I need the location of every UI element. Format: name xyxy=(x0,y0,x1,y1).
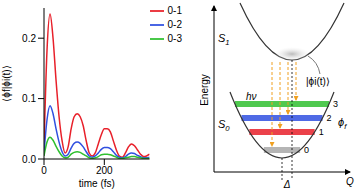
svg-text:⟨ϕf|ϕi(t)⟩: ⟨ϕf|ϕi(t)⟩ xyxy=(8,65,12,101)
svg-text:hν: hν xyxy=(246,91,257,102)
svg-text:time (fs): time (fs) xyxy=(79,178,115,189)
svg-text:0.0: 0.0 xyxy=(22,154,36,165)
svg-text:S0: S0 xyxy=(218,118,230,133)
svg-text:0: 0 xyxy=(304,145,309,155)
svg-text:1: 1 xyxy=(319,127,324,137)
html-text:0-1: 0-1 xyxy=(167,4,182,16)
html-text:0-3: 0-3 xyxy=(167,32,182,44)
svg-text:200: 200 xyxy=(96,165,113,176)
svg-text:|ϕi(t)⟩: |ϕi(t)⟩ xyxy=(306,76,330,87)
svg-text:3: 3 xyxy=(333,99,338,109)
svg-text:0.1: 0.1 xyxy=(22,93,36,104)
svg-text:0: 0 xyxy=(41,165,47,176)
svg-text:S1: S1 xyxy=(218,32,230,47)
svg-text:ϕf: ϕf xyxy=(338,116,347,131)
html-text:0-2: 0-2 xyxy=(167,18,182,30)
svg-text:Energy: Energy xyxy=(200,74,210,106)
svg-text:Q: Q xyxy=(346,176,348,187)
svg-text:2: 2 xyxy=(326,113,331,123)
svg-text:Δ: Δ xyxy=(283,179,291,189)
svg-text:0.2: 0.2 xyxy=(22,33,36,44)
